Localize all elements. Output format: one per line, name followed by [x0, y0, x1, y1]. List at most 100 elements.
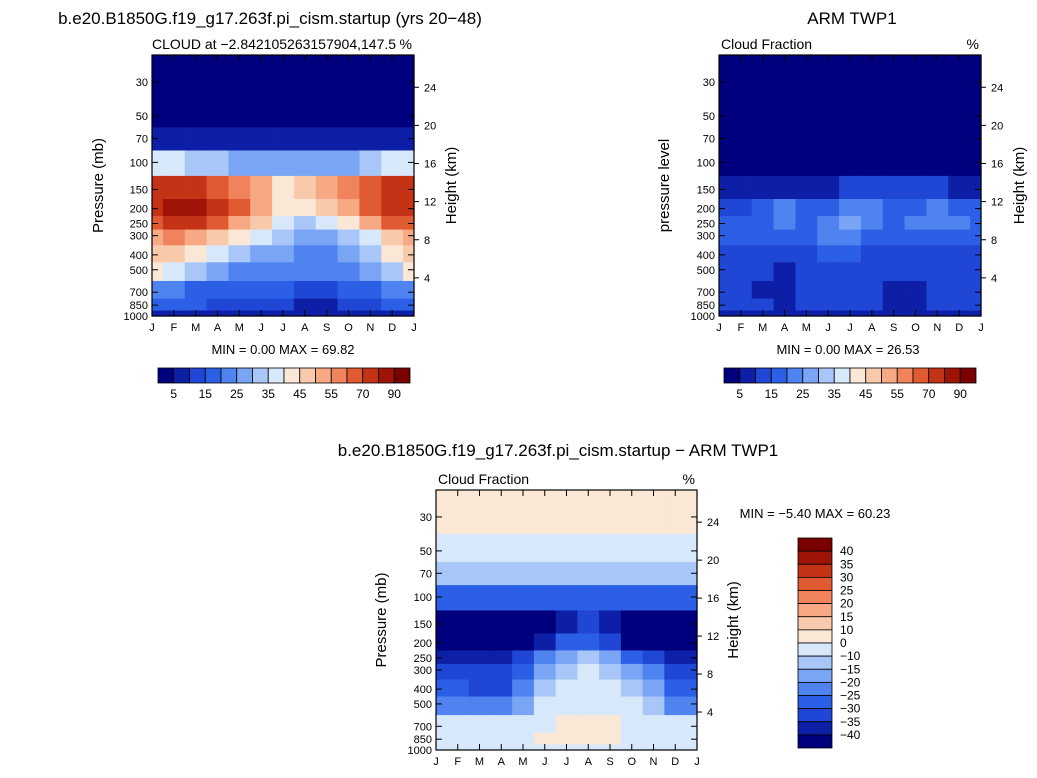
heatmap-cell: [403, 310, 415, 317]
heatmap-cell: [250, 216, 273, 231]
colorbar-label: 70: [922, 387, 936, 401]
heatmap-cell: [642, 490, 665, 535]
heatmap-cell: [904, 298, 928, 312]
colorbar-swatch: [797, 576, 833, 591]
heatmap-cell: [512, 696, 535, 716]
heatmap-cell: [904, 99, 928, 128]
height-tick-label: 16: [707, 593, 719, 605]
height-tick-label: 12: [424, 197, 436, 209]
heatmap-cell: [337, 216, 361, 231]
heatmap-cell: [533, 696, 557, 716]
heatmap-cell: [403, 99, 415, 128]
heatmap-cell: [337, 245, 361, 263]
heatmap-cell: [817, 229, 840, 246]
y-tick-label: 700: [130, 287, 148, 299]
heatmap-cell: [642, 663, 665, 681]
heatmap-cell: [599, 663, 622, 681]
heatmap-cell: [620, 490, 644, 535]
heatmap-cell: [152, 245, 164, 263]
x-tick-label: O: [911, 322, 920, 334]
heatmap-cell: [381, 150, 404, 177]
y-tick-label: 500: [697, 265, 715, 277]
colorbar-swatch: [797, 550, 833, 565]
chart-subtitle-right: %: [683, 471, 695, 487]
heatmap-cell: [948, 280, 971, 300]
colorbar-swatch: [786, 367, 804, 384]
heatmap-cell: [315, 127, 339, 152]
colorbar-label: 30: [840, 570, 854, 584]
height-tick-label: 4: [424, 273, 430, 285]
heatmap-cell: [751, 216, 775, 231]
heatmap-cell: [162, 55, 186, 100]
heatmap-cell: [533, 679, 557, 698]
y2-axis-label: Height (km): [725, 581, 742, 659]
heatmap-cell: [512, 679, 535, 698]
heatmap-cell: [719, 245, 731, 263]
heatmap-cell: [729, 298, 753, 312]
y-tick-label: 100: [697, 157, 715, 169]
heatmap-cell: [206, 55, 230, 100]
heatmap-cell: [773, 280, 797, 300]
x-tick-label: S: [606, 756, 613, 768]
heatmap-cell: [970, 127, 982, 152]
x-tick-label: J: [716, 322, 722, 334]
heatmap-cell: [620, 679, 644, 698]
heatmap-cell: [403, 245, 415, 263]
heatmap-cell: [512, 533, 535, 563]
heatmap-cell: [359, 298, 382, 312]
heatmap-cell: [795, 55, 818, 100]
heatmap-cell: [620, 650, 644, 665]
colorbar-label: 70: [356, 387, 370, 401]
x-tick-label: J: [280, 322, 286, 334]
colorbar: 5 15 25 35 45 55 70 90: [157, 367, 411, 401]
heatmap-cell: [751, 127, 775, 152]
heatmap-cell: [490, 633, 513, 652]
colorbar-swatch: [723, 367, 741, 384]
heatmap-cell: [839, 199, 862, 217]
heatmap-cell: [926, 245, 949, 263]
colorbar-swatch: [912, 367, 930, 384]
heatmap-cell: [882, 127, 906, 152]
heatmap-cell: [795, 175, 818, 200]
colorbar-label: 25: [230, 387, 244, 401]
heatmap-cell: [436, 696, 448, 716]
colorbar-swatch: [797, 616, 833, 631]
heatmap-cell: [446, 585, 470, 612]
x-tick-label: D: [955, 322, 963, 334]
heatmap-cell: [490, 490, 513, 535]
heatmap-cell: [839, 150, 862, 177]
heatmap-cell: [272, 150, 295, 177]
heatmap-cell: [577, 562, 600, 586]
heatmap-cell: [599, 679, 622, 698]
heatmap-cell: [948, 150, 971, 177]
y-axis-label: Pressure (mb): [373, 572, 390, 667]
heatmap-cell: [970, 310, 982, 317]
heatmap-cell: [315, 229, 339, 246]
height-tick-label: 16: [991, 159, 1003, 171]
heatmap-cell: [719, 229, 731, 246]
colorbar-label: 5: [170, 387, 177, 401]
heatmap-cell: [152, 175, 164, 200]
heatmap-cell: [948, 216, 971, 231]
x-tick-label: J: [433, 756, 439, 768]
heatmap-cell: [272, 175, 295, 200]
colorbar-swatch: [865, 367, 882, 384]
heatmap-cell: [533, 663, 557, 681]
heatmap-cell: [664, 732, 687, 746]
heatmap-cell: [533, 650, 557, 665]
heatmap-cell: [228, 127, 251, 152]
heatmap-cell: [948, 99, 971, 128]
heatmap-cell: [599, 633, 622, 652]
heatmap-cell: [152, 280, 164, 300]
y-tick-label: 100: [130, 157, 148, 169]
heatmap-cell: [860, 216, 884, 231]
heatmap-cell: [381, 127, 404, 152]
colorbar-label: −20: [840, 675, 861, 689]
heatmap-cell: [719, 55, 731, 100]
heatmap-cell: [860, 262, 884, 282]
x-tick-label: O: [344, 322, 353, 334]
heatmap-cell: [773, 199, 797, 217]
y-tick-label: 70: [420, 568, 432, 580]
heatmap-cell: [446, 696, 470, 716]
heatmap-cell: [490, 732, 513, 746]
